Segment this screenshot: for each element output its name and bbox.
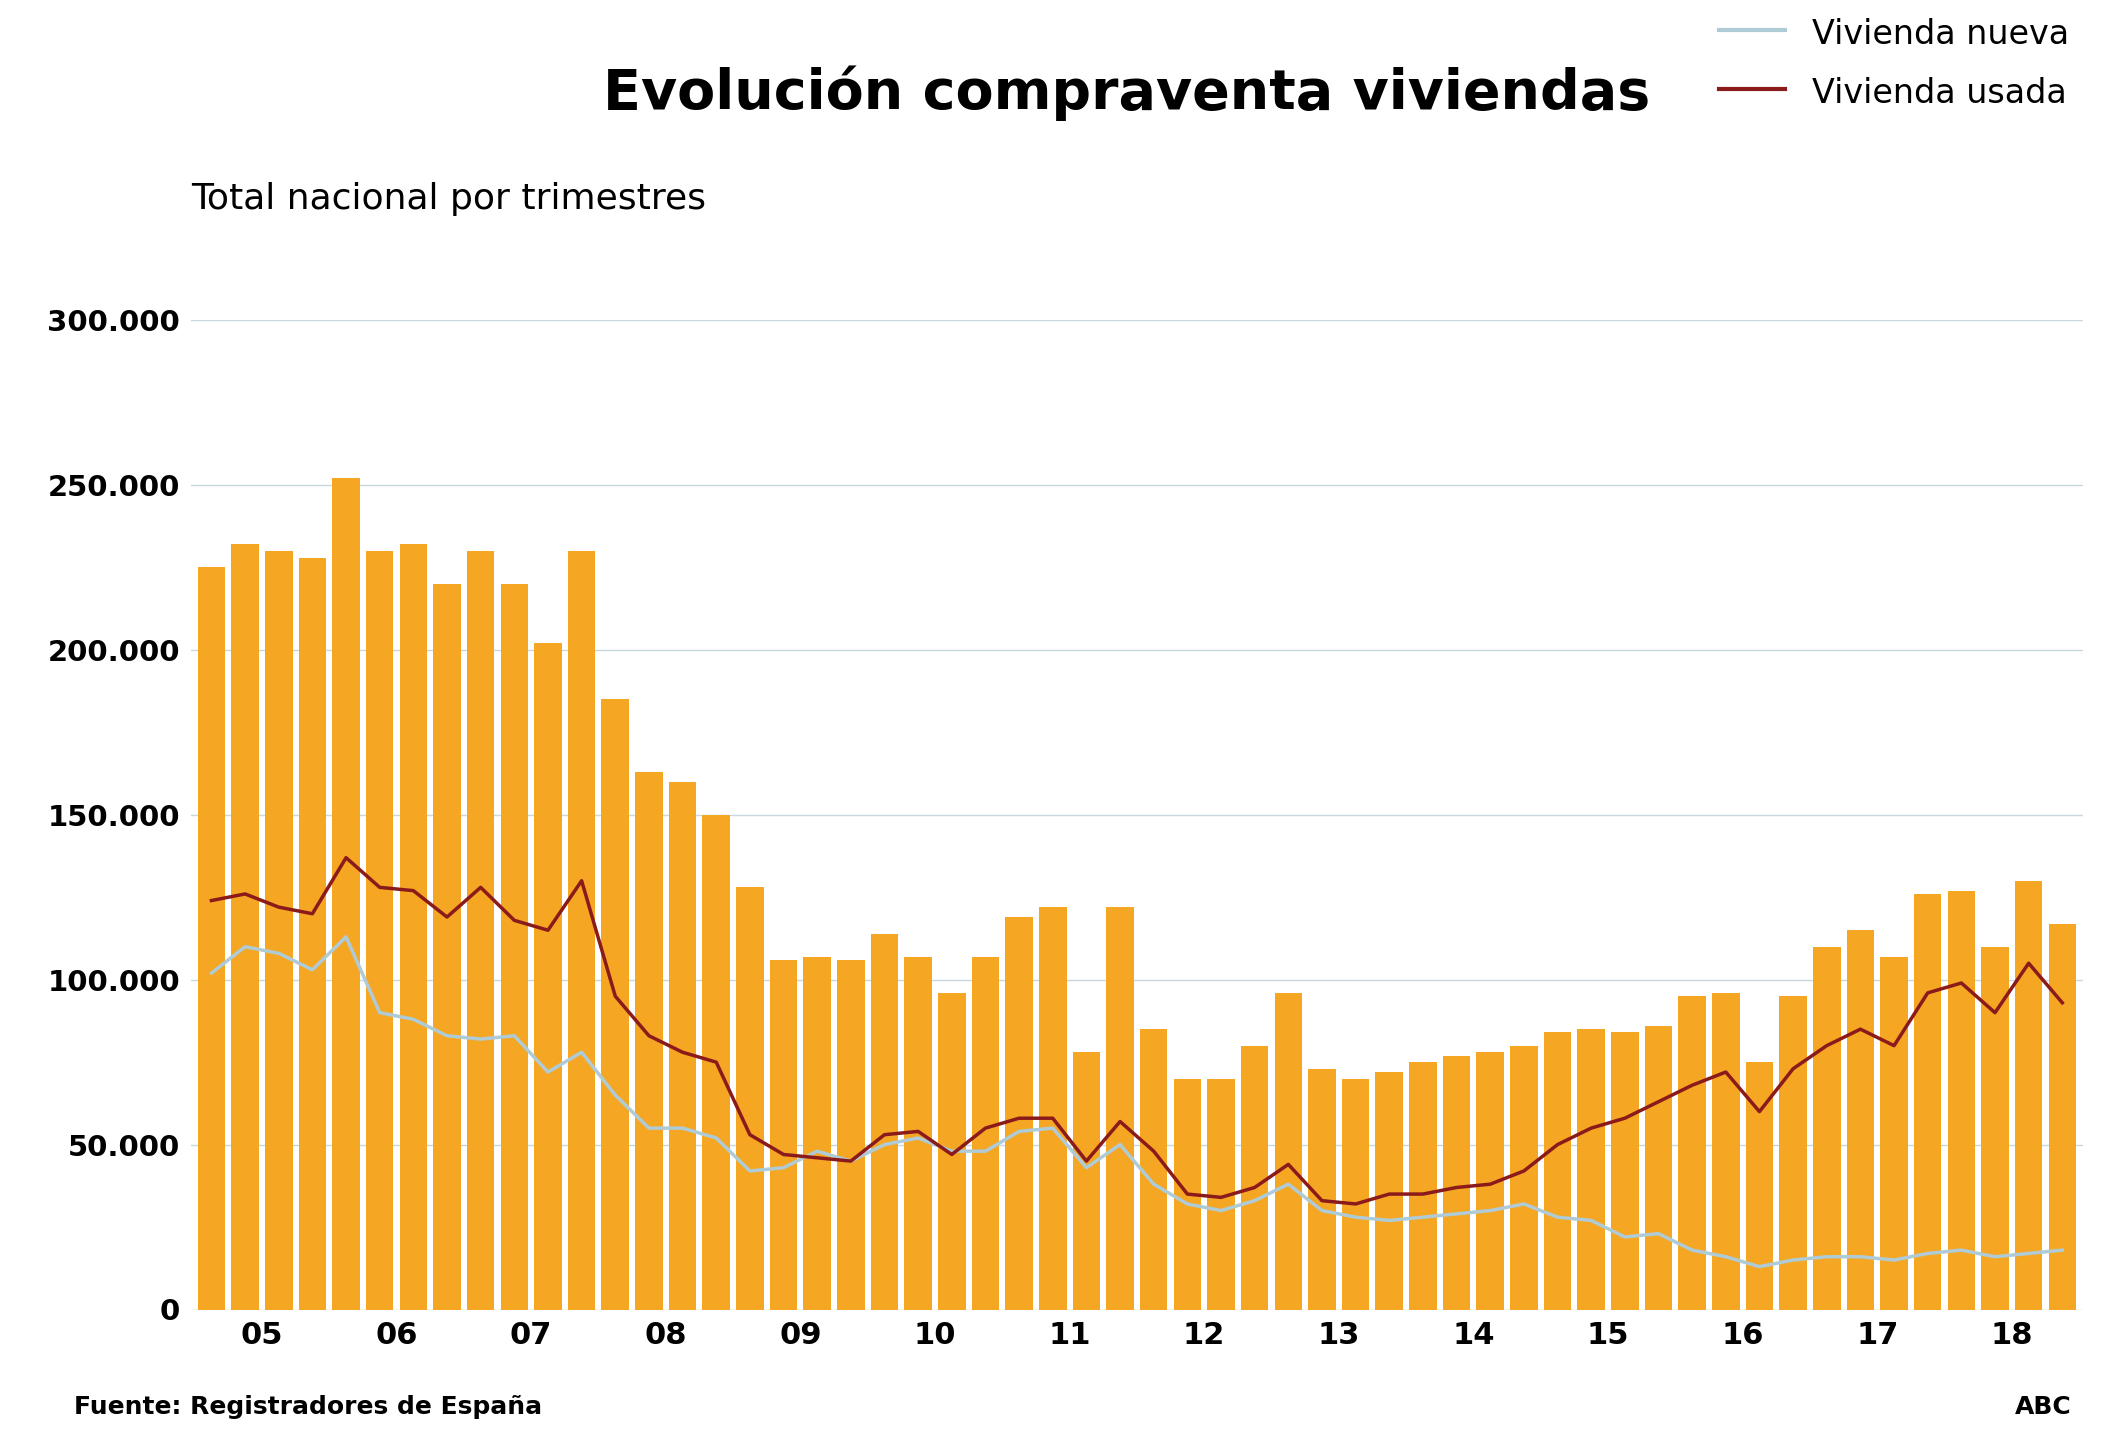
Bar: [468, 551, 495, 1310]
Bar: [332, 479, 359, 1310]
Bar: [1881, 956, 1908, 1310]
Bar: [1813, 947, 1840, 1310]
Bar: [1375, 1072, 1402, 1310]
Bar: [769, 960, 797, 1310]
Text: Total nacional por trimestres: Total nacional por trimestres: [191, 182, 706, 215]
Bar: [1645, 1026, 1672, 1310]
Bar: [1543, 1033, 1570, 1310]
Bar: [567, 551, 595, 1310]
Bar: [2014, 880, 2042, 1310]
Bar: [2048, 924, 2076, 1310]
Bar: [198, 567, 225, 1310]
Bar: [1477, 1052, 1504, 1310]
Bar: [1309, 1069, 1337, 1310]
Bar: [400, 544, 427, 1310]
Bar: [533, 643, 561, 1310]
Bar: [1511, 1046, 1538, 1310]
Bar: [1577, 1029, 1604, 1310]
Bar: [1039, 906, 1067, 1310]
Bar: [1073, 1052, 1101, 1310]
Bar: [1980, 947, 2008, 1310]
Bar: [502, 583, 529, 1310]
Bar: [1679, 997, 1706, 1310]
Bar: [1341, 1078, 1368, 1310]
Bar: [1005, 917, 1033, 1310]
Text: Fuente: Registradores de España: Fuente: Registradores de España: [74, 1395, 542, 1419]
Bar: [1713, 992, 1740, 1310]
Bar: [232, 544, 259, 1310]
Bar: [803, 956, 831, 1310]
Bar: [1779, 997, 1806, 1310]
Bar: [971, 956, 999, 1310]
Bar: [1409, 1062, 1436, 1310]
Bar: [1745, 1062, 1772, 1310]
Bar: [1946, 890, 1974, 1310]
Bar: [365, 551, 393, 1310]
Bar: [837, 960, 865, 1310]
Bar: [1241, 1046, 1269, 1310]
Bar: [735, 888, 763, 1310]
Bar: [635, 773, 663, 1310]
Text: Evolución compraventa viviendas: Evolución compraventa viviendas: [604, 65, 1649, 121]
Bar: [1107, 906, 1135, 1310]
Bar: [1173, 1078, 1201, 1310]
Bar: [1611, 1033, 1638, 1310]
Bar: [669, 781, 697, 1310]
Bar: [1847, 930, 1874, 1310]
Bar: [905, 956, 933, 1310]
Bar: [871, 934, 899, 1310]
Bar: [266, 551, 293, 1310]
Bar: [300, 557, 327, 1310]
Bar: [1275, 992, 1303, 1310]
Bar: [1915, 893, 1942, 1310]
Bar: [434, 583, 461, 1310]
Bar: [1207, 1078, 1235, 1310]
Bar: [1139, 1029, 1167, 1310]
Bar: [703, 815, 731, 1310]
Bar: [1443, 1055, 1470, 1310]
Bar: [601, 700, 629, 1310]
Bar: [937, 992, 965, 1310]
Text: ABC: ABC: [2014, 1395, 2072, 1419]
Legend: Total, Vivienda nueva, Vivienda usada: Total, Vivienda nueva, Vivienda usada: [1706, 0, 2082, 124]
